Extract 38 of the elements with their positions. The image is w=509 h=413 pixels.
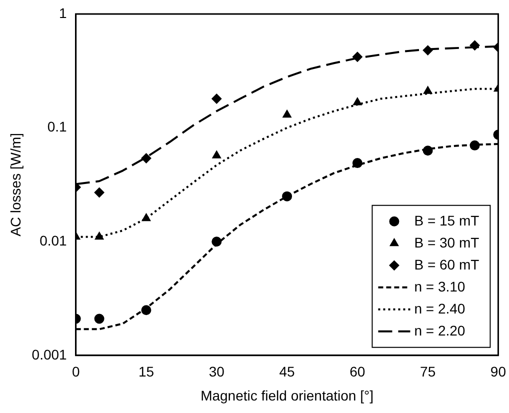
point: [353, 97, 362, 106]
point: [422, 146, 433, 156]
point: [282, 191, 292, 202]
x-tick-label: 45: [279, 364, 296, 380]
point: [142, 213, 151, 222]
x-axis-title: Magnetic field orientation [°]: [200, 387, 374, 404]
y-tick-label: 0.001: [32, 346, 68, 362]
point: [352, 52, 362, 62]
y-axis-title: AC losses [W/m]: [7, 132, 24, 236]
point: [423, 86, 432, 94]
point: [94, 188, 104, 198]
point: [94, 314, 104, 324]
point: [352, 158, 362, 168]
point: [212, 236, 222, 247]
legend-label: B = 60 mT: [414, 256, 480, 272]
legend-label: B = 30 mT: [414, 234, 480, 250]
x-tick-label: 30: [208, 364, 225, 380]
legend-label: n = 2.40: [414, 300, 466, 316]
y-tick-label: 1: [59, 4, 68, 21]
point: [470, 40, 480, 50]
legend-label: B = 15 mT: [414, 212, 480, 228]
x-tick-label: 90: [490, 364, 506, 380]
y-tick-label: 0.01: [40, 232, 68, 248]
point: [141, 305, 152, 316]
point: [212, 94, 222, 104]
x-tick-label: 75: [420, 364, 436, 380]
x-tick-label: 15: [138, 364, 154, 380]
y-tick-label: 0.1: [47, 118, 68, 135]
point: [422, 45, 433, 56]
x-tick-label: 60: [350, 364, 366, 380]
point: [282, 110, 292, 118]
legend-label: n = 3.10: [414, 278, 466, 294]
point: [470, 140, 480, 150]
point: [141, 153, 152, 164]
point: [94, 232, 104, 240]
x-tick-label: 0: [72, 364, 80, 380]
legend-label: n = 2.20: [414, 322, 466, 338]
point: [212, 150, 222, 158]
